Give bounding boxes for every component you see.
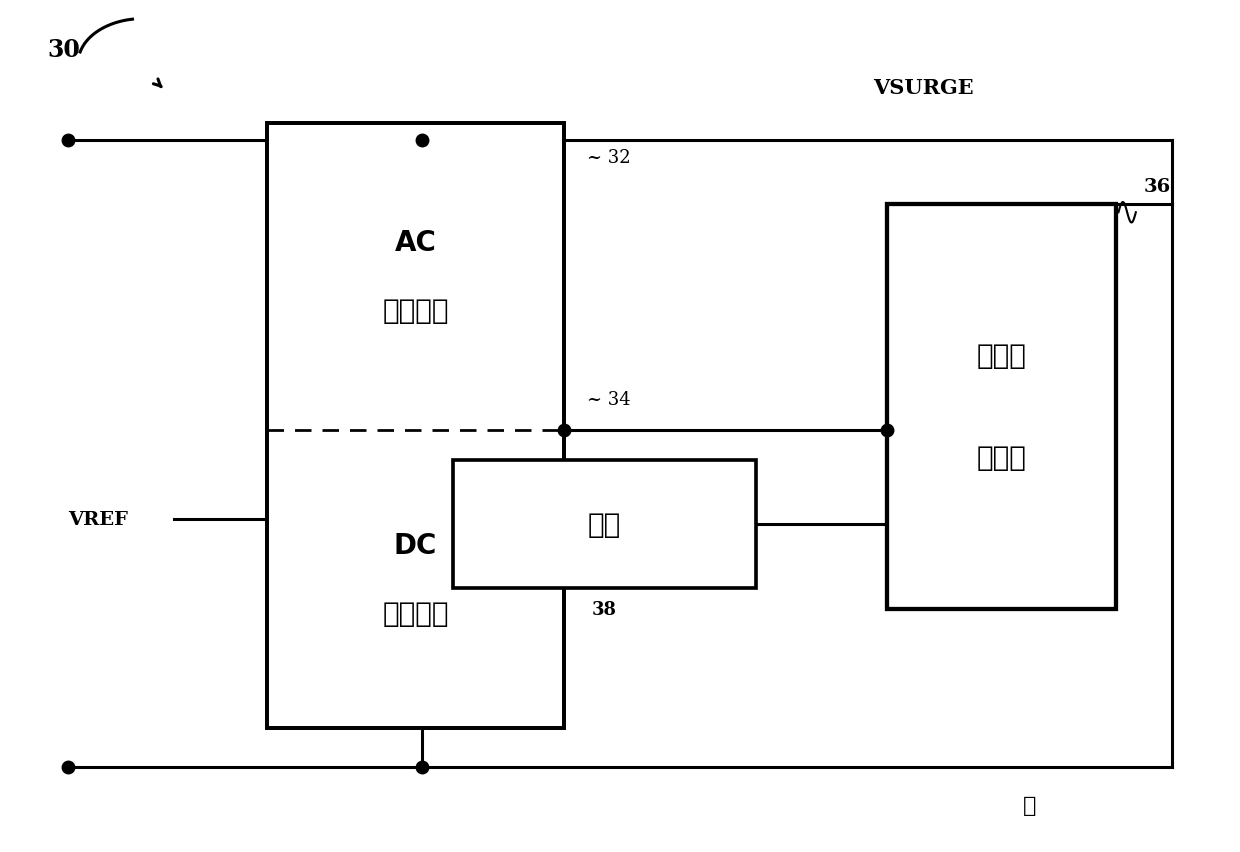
- Text: 反馈: 反馈: [588, 510, 621, 538]
- Text: 触发单元: 触发单元: [382, 297, 449, 325]
- Text: ~ 34: ~ 34: [587, 391, 630, 409]
- Text: 浪涌保: 浪涌保: [976, 342, 1027, 370]
- Text: AC: AC: [394, 229, 436, 256]
- Text: DC: DC: [394, 532, 436, 559]
- Text: 38: 38: [591, 601, 618, 619]
- Text: 地: 地: [1023, 795, 1035, 815]
- Text: VSURGE: VSURGE: [873, 78, 975, 98]
- Text: ~ 32: ~ 32: [587, 149, 630, 167]
- Bar: [267, 124, 564, 728]
- Bar: [453, 460, 756, 588]
- Text: 36: 36: [1143, 178, 1171, 196]
- Text: 触发单元: 触发单元: [382, 600, 449, 627]
- Bar: [887, 204, 1116, 609]
- Text: 护装置: 护装置: [976, 444, 1027, 472]
- Text: VREF: VREF: [68, 510, 128, 529]
- Text: 30: 30: [47, 38, 81, 62]
